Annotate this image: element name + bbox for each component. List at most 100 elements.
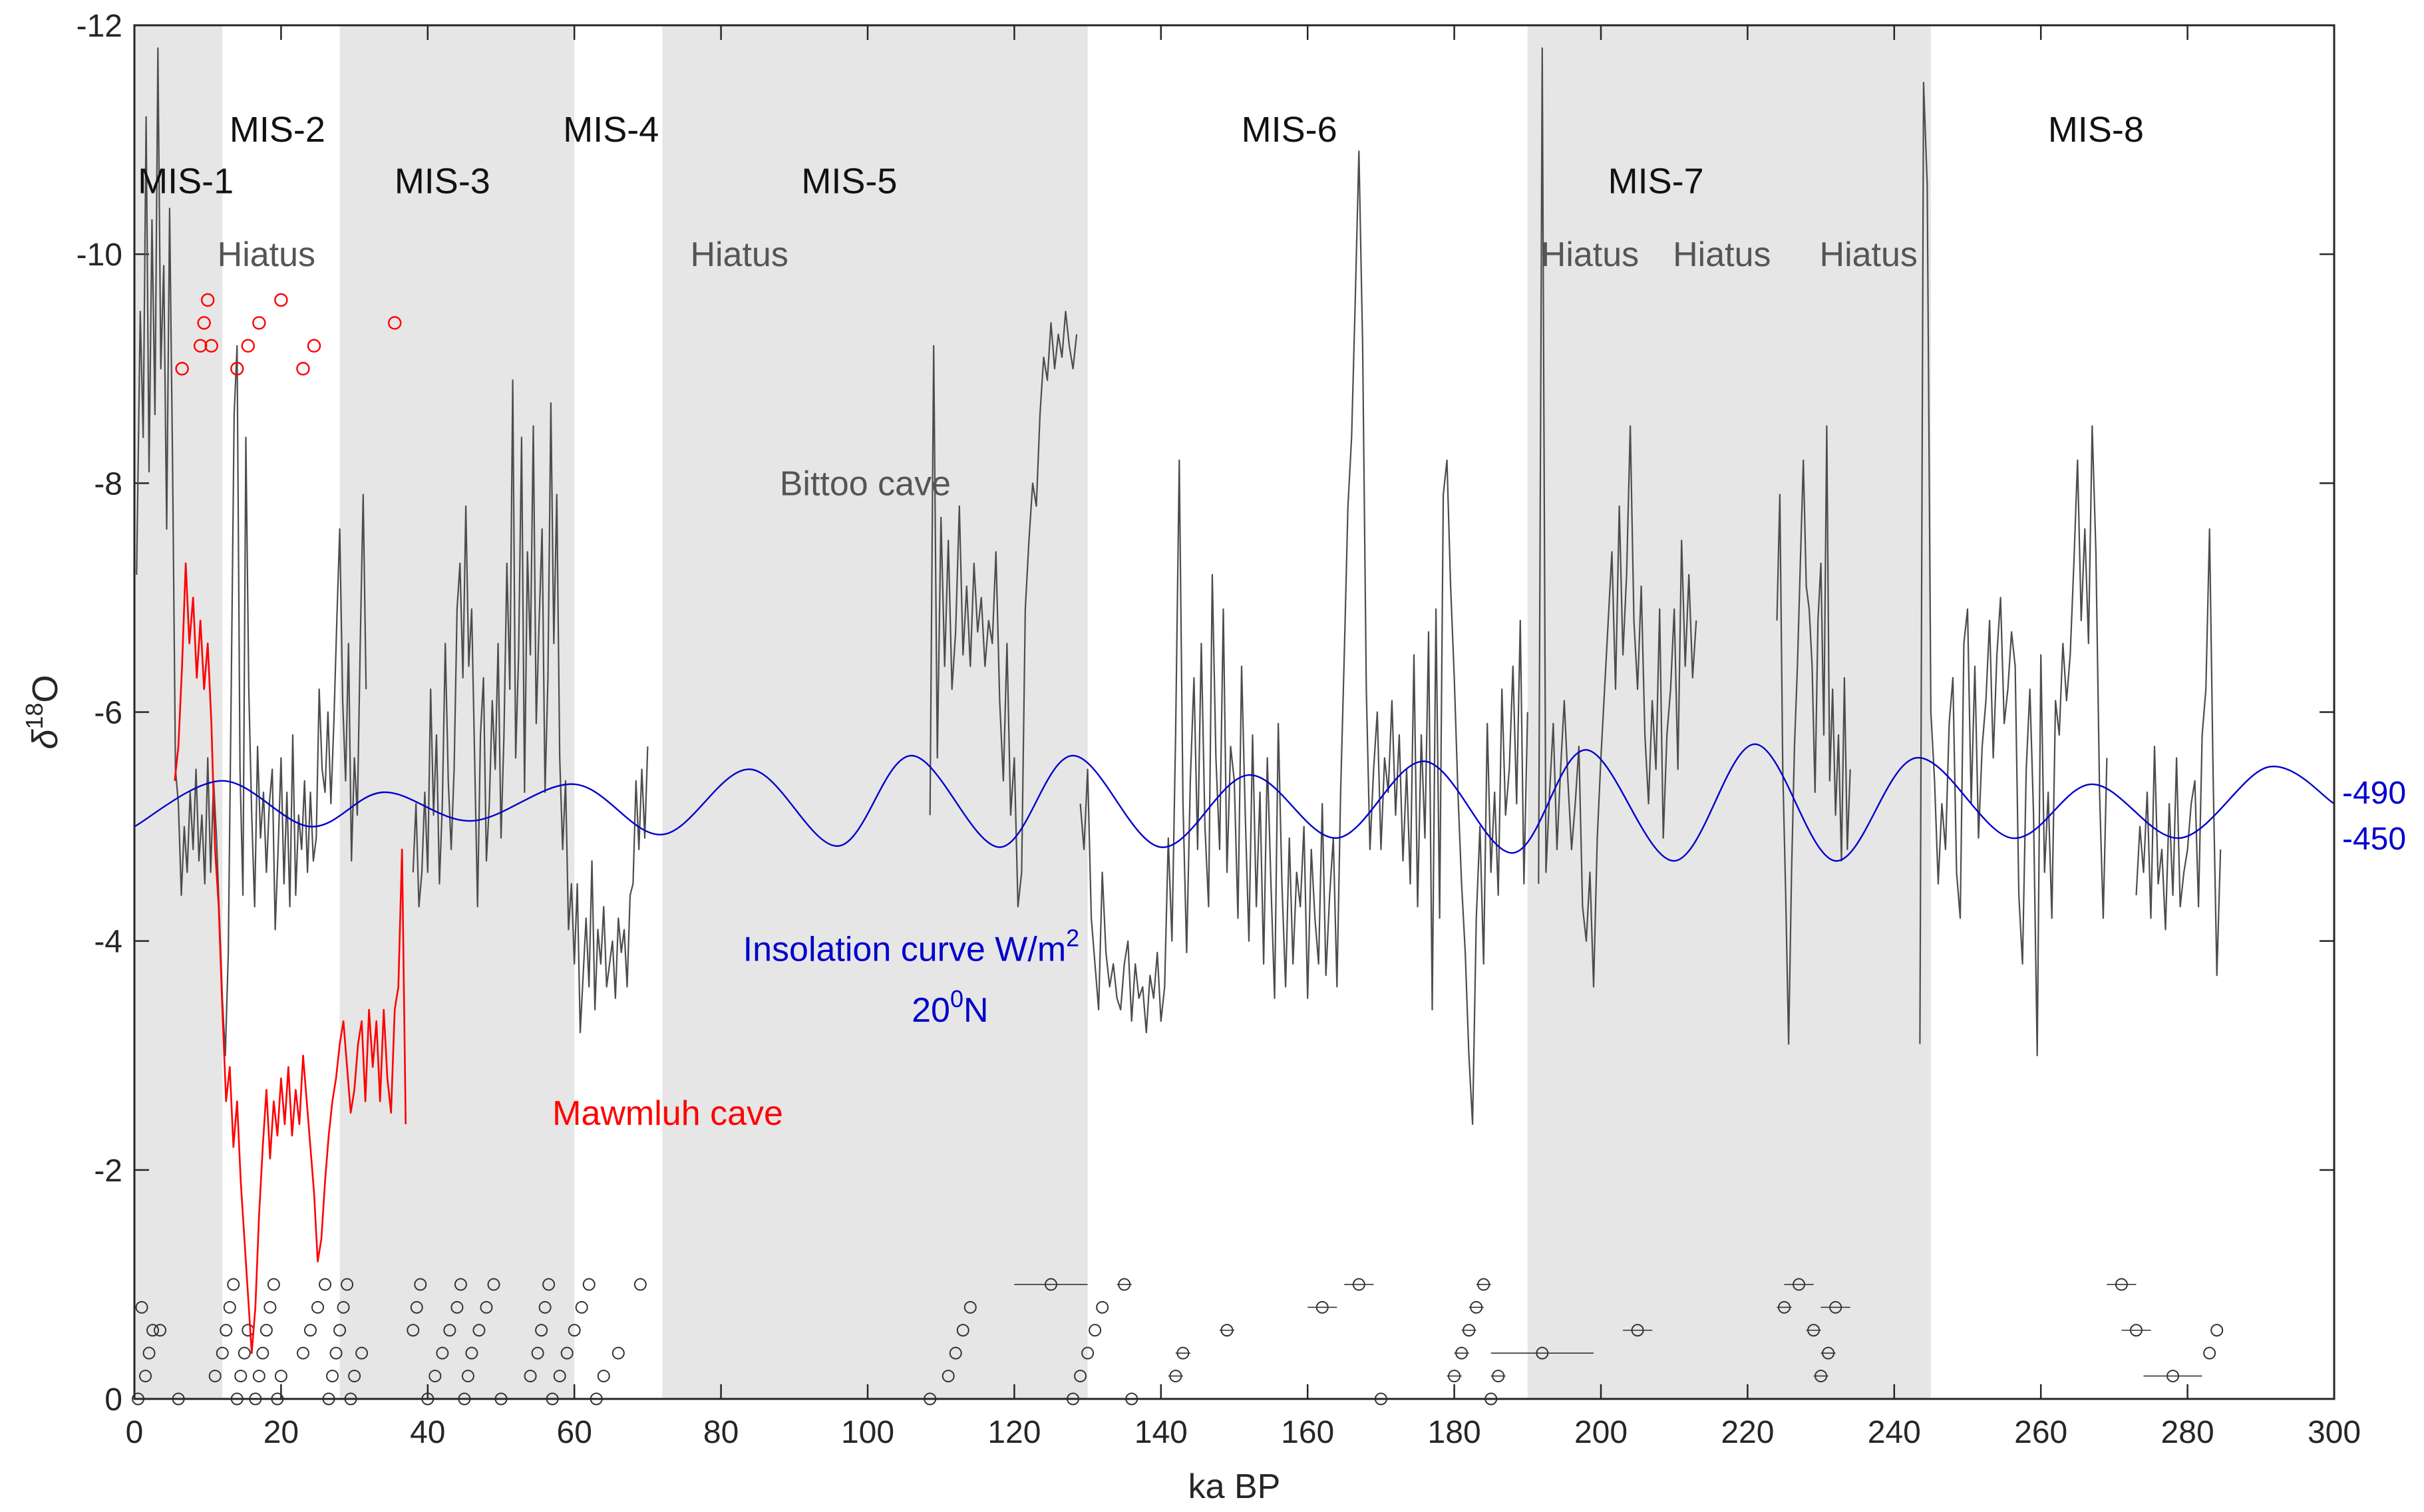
mis-band-2 <box>662 25 1088 1399</box>
age-date-marker <box>480 1300 493 1314</box>
mis-stage-label: MIS-8 <box>2048 110 2144 150</box>
mis-stage-label: MIS-1 <box>138 161 234 201</box>
mis-band-1 <box>339 25 575 1399</box>
age-date-marker <box>234 1370 248 1383</box>
x-tick-label: 100 <box>841 1415 894 1450</box>
annotation-label-3: 200N <box>912 985 988 1030</box>
age-date-marker <box>1829 1300 1842 1314</box>
age-date-marker <box>454 1278 467 1291</box>
age-date-marker <box>341 1278 354 1291</box>
x-axis-label: ka BP <box>1188 1467 1281 1506</box>
age-date-marker <box>227 1278 240 1291</box>
x-tick-label: 200 <box>1574 1415 1628 1450</box>
age-date-marker <box>296 1346 309 1360</box>
age-date-marker <box>1096 1300 1109 1314</box>
right-axis-label: -450 <box>2342 822 2406 857</box>
bittoo-cave-series-3 <box>1079 150 1528 1126</box>
hiatus-label: Hiatus <box>1820 235 1918 274</box>
age-date-marker <box>1448 1370 1461 1383</box>
age-date-marker <box>1081 1346 1095 1360</box>
age-date-marker <box>2166 1370 2180 1383</box>
age-date-marker <box>568 1324 581 1337</box>
red-marker <box>296 362 310 376</box>
age-date-marker <box>1169 1370 1182 1383</box>
age-date-marker <box>575 1300 588 1314</box>
x-tick-label: 80 <box>703 1415 739 1450</box>
age-date-marker <box>524 1370 537 1383</box>
bittoo-cave-series-4 <box>1538 47 1697 988</box>
age-date-marker <box>256 1346 269 1360</box>
x-tick-label: 140 <box>1134 1415 1188 1450</box>
annotation-label-2: Insolation curve W/m2 <box>743 925 1080 969</box>
hiatus-label: Hiatus <box>218 235 315 274</box>
age-date-marker <box>355 1346 369 1360</box>
bittoo-cave-series-1 <box>412 379 649 1034</box>
age-date-marker <box>1815 1370 1828 1383</box>
red-marker <box>193 339 208 353</box>
age-date-marker <box>1631 1324 1644 1337</box>
age-date-marker <box>260 1324 273 1337</box>
y-axis-label-tail: O <box>25 675 65 702</box>
age-date-marker <box>560 1346 574 1360</box>
y-tick-label: -4 <box>94 925 122 960</box>
age-date-marker <box>1045 1278 1057 1291</box>
age-date-marker <box>1315 1300 1329 1314</box>
mis-stage-label: MIS-2 <box>230 110 325 150</box>
age-date-marker <box>942 1370 955 1383</box>
x-tick-label: 120 <box>987 1415 1041 1450</box>
age-date-marker <box>963 1300 977 1314</box>
age-date-marker <box>611 1346 625 1360</box>
age-date-marker <box>274 1370 287 1383</box>
age-date-marker <box>1807 1324 1820 1337</box>
annotation-text: Insolation curve W/m <box>743 931 1067 969</box>
x-tick-label: 280 <box>2161 1415 2214 1450</box>
y-tick-label: -10 <box>77 237 122 273</box>
mis-stage-label: MIS-4 <box>563 110 659 150</box>
age-date-marker <box>487 1278 500 1291</box>
x-tick-label: 40 <box>410 1415 445 1450</box>
mis-stage-label: MIS-6 <box>1242 110 1337 150</box>
age-date-marker <box>220 1324 233 1337</box>
mis-stage-label: MIS-7 <box>1608 161 1704 201</box>
series-layer <box>134 47 2335 1354</box>
x-tick-label: 240 <box>1868 1415 1921 1450</box>
age-date-marker <box>436 1346 449 1360</box>
annotation-tail: N <box>963 991 989 1030</box>
age-date-marker <box>1074 1370 1087 1383</box>
age-date-marker <box>956 1324 969 1337</box>
age-date-marker <box>949 1346 962 1360</box>
age-date-marker <box>597 1370 610 1383</box>
y-axis-label: δ18O <box>21 675 65 749</box>
age-date-marker <box>146 1324 160 1337</box>
x-tick-label: 160 <box>1281 1415 1334 1450</box>
red-marker <box>201 293 215 307</box>
age-date-marker <box>1822 1346 1835 1360</box>
age-date-marker <box>319 1278 332 1291</box>
age-date-marker <box>443 1324 456 1337</box>
mawmluh-cave-series-0 <box>174 562 407 1354</box>
age-date-marker <box>267 1278 280 1291</box>
hiatus-label: Hiatus <box>1673 235 1771 274</box>
red-marker <box>307 339 321 353</box>
annotation-text: Bittoo cave <box>780 464 951 503</box>
red-marker <box>388 316 402 330</box>
age-date-marker <box>429 1370 442 1383</box>
y-tick-label: -12 <box>77 9 122 44</box>
age-date-marker <box>263 1300 277 1314</box>
right-axis-label: -490 <box>2342 776 2406 811</box>
bittoo-cave-series-2 <box>929 311 1078 908</box>
age-date-marker <box>472 1324 486 1337</box>
age-date-marker <box>2129 1324 2143 1337</box>
hiatus-label: Hiatus <box>1541 235 1639 274</box>
axis-ticks: 0 20 40 60 80 100 120 140 160 180 200 220 240 260 280 3… <box>77 9 2406 1450</box>
age-date-marker <box>1463 1324 1476 1337</box>
age-date-marker <box>1778 1300 1791 1314</box>
bittoo-cave-series-7 <box>2135 528 2222 977</box>
age-date-marker <box>333 1324 347 1337</box>
x-tick-label: 260 <box>2014 1415 2067 1450</box>
red-marker <box>241 339 256 353</box>
age-date-marker <box>1455 1346 1469 1360</box>
age-date-marker <box>348 1370 361 1383</box>
age-date-marker <box>337 1300 350 1314</box>
age-date-marker <box>139 1370 152 1383</box>
